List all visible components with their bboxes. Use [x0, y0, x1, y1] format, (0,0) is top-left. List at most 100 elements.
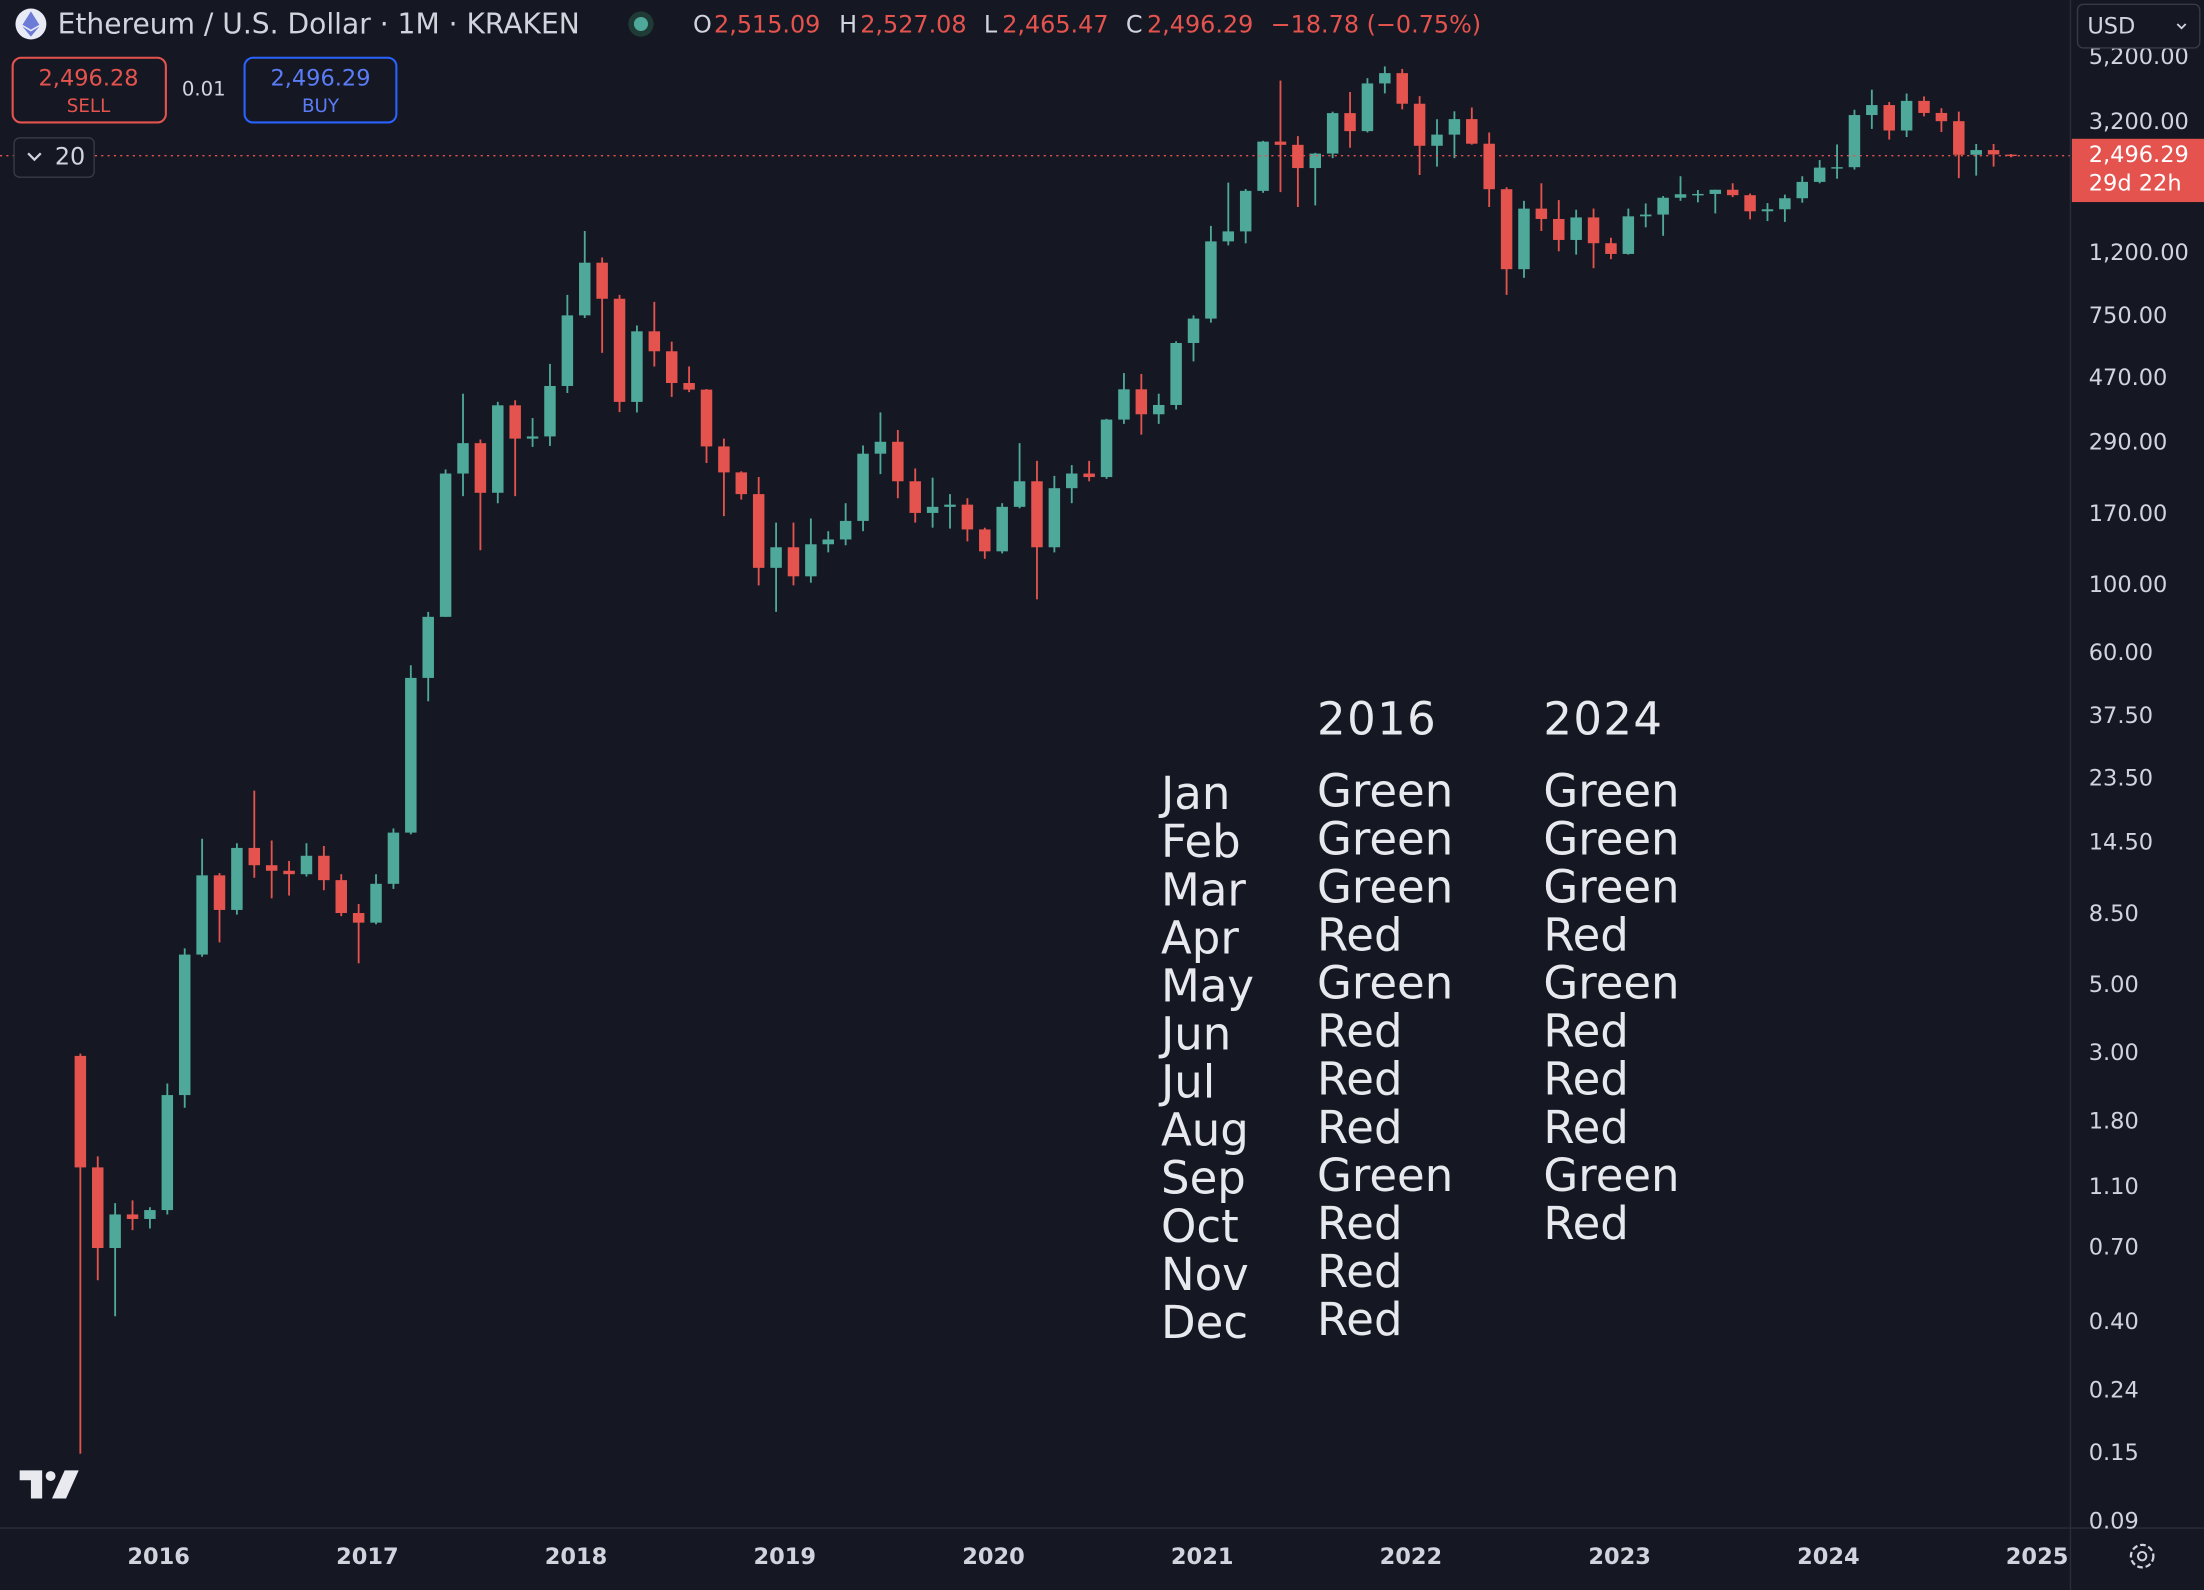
candle [74, 1053, 87, 1454]
candle-body [457, 443, 469, 474]
candle [926, 477, 939, 528]
gear-center[interactable] [2136, 1550, 2148, 1562]
annotation-month: Nov [1161, 1248, 1249, 1301]
annotation-cell: Red [1317, 1101, 1402, 1154]
buy-box[interactable] [243, 56, 398, 124]
annotation-cell: Red [1317, 1245, 1402, 1298]
candle [822, 531, 834, 553]
candle [422, 611, 434, 702]
candle-body [231, 847, 243, 910]
y-tick-label: 1,200.00 [2089, 240, 2189, 266]
candle-body [1274, 141, 1287, 145]
candle [996, 503, 1008, 554]
candle-body [1848, 115, 1861, 168]
candle [1048, 475, 1061, 553]
candle-body [126, 1214, 139, 1219]
sell-price[interactable]: 2,496.28 [39, 65, 139, 91]
indicators-toggle[interactable]: 20 [13, 137, 95, 178]
chevron[interactable] [2176, 23, 2187, 30]
annotation-header: 2016 [1317, 693, 1437, 746]
candle [387, 828, 400, 889]
candle-body [822, 539, 834, 545]
buy-price[interactable]: 2,496.29 [270, 65, 370, 91]
candle-body [2005, 154, 2017, 157]
candle-body [1796, 181, 1809, 199]
buy-label[interactable]: BUY [302, 96, 340, 117]
candle [1239, 188, 1252, 244]
annotation-cell: Green [1317, 764, 1453, 817]
candle [1535, 183, 1548, 232]
indicators-box[interactable] [13, 137, 95, 178]
y-tick-label: 170.00 [2089, 501, 2168, 527]
candle [805, 518, 817, 583]
candle [1831, 144, 1843, 179]
y-tick-label: 290.00 [2089, 430, 2168, 456]
x-tick-label: 2023 [1588, 1544, 1651, 1570]
candle [1152, 393, 1165, 424]
candle-body [718, 446, 730, 473]
candle-body [613, 298, 626, 402]
settings-button[interactable] [2129, 1543, 2155, 1569]
candle [370, 874, 382, 925]
candle-body [996, 506, 1008, 552]
candle [196, 838, 208, 957]
candle-body [1866, 105, 1878, 116]
candle [126, 1200, 139, 1231]
chevron[interactable] [27, 152, 42, 162]
annotation-month: Feb [1161, 815, 1241, 868]
last-price-label: 2,496.29 [2089, 142, 2189, 168]
sell-box[interactable] [11, 56, 167, 124]
candle [1639, 203, 1652, 228]
candle [213, 873, 226, 943]
candle [613, 294, 626, 413]
candle-body [961, 504, 974, 530]
candle [1622, 208, 1635, 255]
annotation-month: Mar [1161, 863, 1246, 916]
candle-body [631, 331, 643, 402]
candle-body [1570, 217, 1582, 240]
candle-body [1674, 194, 1687, 198]
candle [1274, 80, 1287, 193]
candle-body [1692, 193, 1704, 196]
currency-label[interactable]: USD [2087, 13, 2135, 39]
candle [596, 257, 608, 353]
gear[interactable] [2129, 1543, 2155, 1569]
candle-body [178, 954, 191, 1096]
candle-body [1744, 195, 1756, 212]
candle-body [265, 865, 278, 871]
last-price-tag [2071, 138, 2204, 203]
ohlc-key: O [693, 10, 712, 38]
candle-body [370, 883, 382, 923]
candle-body [526, 436, 539, 439]
candle [283, 860, 295, 896]
sell-label[interactable]: SELL [67, 96, 111, 117]
candle-body [492, 405, 504, 493]
candle [109, 1203, 121, 1317]
candle-body [1518, 208, 1530, 270]
y-tick-label: 0.24 [2089, 1377, 2139, 1403]
candle [1796, 176, 1809, 203]
currency-box[interactable] [2076, 3, 2201, 49]
candle [1361, 78, 1374, 133]
y-tick-label: 3,200.00 [2089, 109, 2189, 135]
candle-body [1413, 103, 1426, 146]
candle-body [979, 529, 991, 552]
indicators-count[interactable]: 20 [55, 143, 85, 171]
candle-body [735, 472, 748, 495]
candle-body [874, 441, 887, 454]
sell-button[interactable]: 2,496.28 SELL [11, 56, 167, 124]
annotation-month: Jul [1158, 1056, 1215, 1109]
buy-button[interactable]: 2,496.29 BUY [243, 56, 398, 124]
candle [1031, 460, 1043, 600]
candle-body [109, 1214, 121, 1249]
candle-body [300, 855, 313, 875]
symbol-title: Ethereum / U.S. Dollar · 1M · KRAKEN [58, 7, 580, 40]
candle [631, 325, 643, 413]
candle [1135, 373, 1148, 435]
candle-body [544, 385, 556, 437]
candle-body [1761, 209, 1774, 212]
currency-select[interactable]: USD [2076, 3, 2201, 49]
candle [1379, 66, 1391, 94]
candle [1187, 315, 1200, 362]
